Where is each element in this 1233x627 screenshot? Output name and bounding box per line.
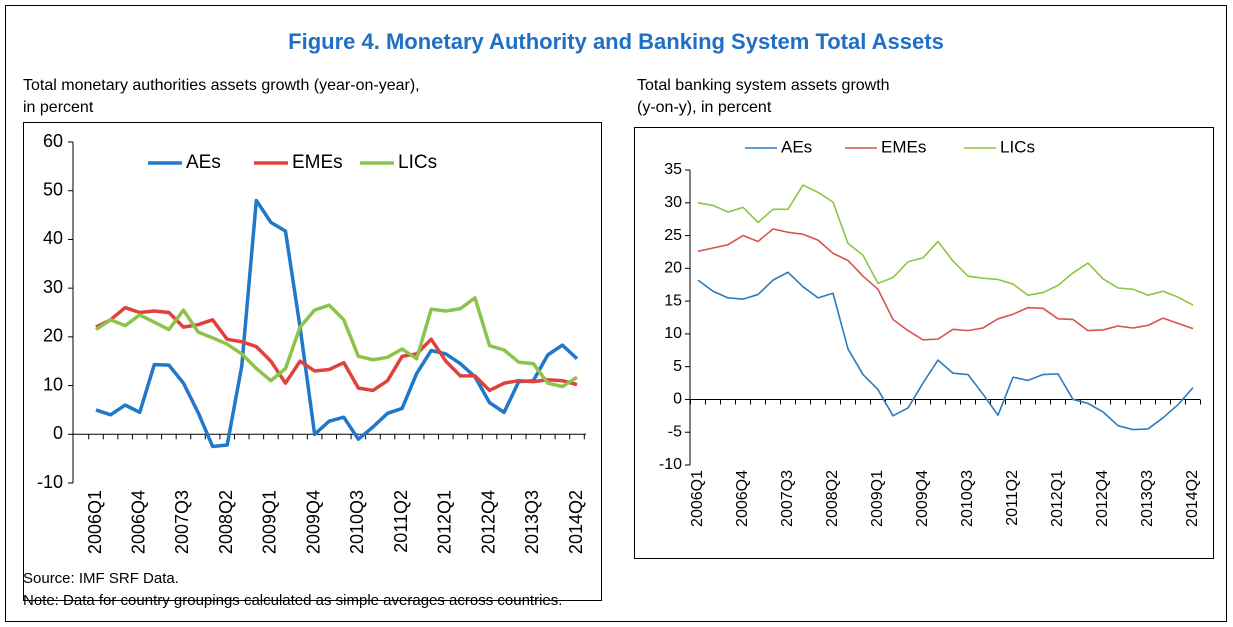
source: Source: IMF SRF Data. xyxy=(23,570,179,587)
x-tick-label: 2007Q3 xyxy=(779,470,796,527)
y-tick-label: 25 xyxy=(664,227,682,244)
y-tick-label: 50 xyxy=(43,179,63,199)
x-tick-label: 2014Q2 xyxy=(1184,470,1201,527)
y-tick-label: -5 xyxy=(668,423,682,440)
chart-title: (y-on-y), in percent xyxy=(637,99,772,116)
x-tick-label: 2012Q1 xyxy=(435,490,455,554)
y-tick-label: 20 xyxy=(664,260,682,277)
x-tick-label: 2006Q4 xyxy=(734,470,751,527)
y-tick-label: 15 xyxy=(664,292,682,309)
y-tick-label: 35 xyxy=(664,161,682,178)
y-tick-label: 0 xyxy=(673,391,682,408)
x-tick-label: 2009Q1 xyxy=(260,490,280,554)
figure-frame xyxy=(5,5,1227,622)
x-tick-label: 2007Q3 xyxy=(172,490,192,554)
chart-frame xyxy=(634,127,1214,559)
x-tick-label: 2012Q4 xyxy=(478,490,498,554)
legend-label: EMEs xyxy=(292,152,343,173)
series-line xyxy=(697,228,1194,341)
x-tick-label: 2006Q1 xyxy=(85,490,105,554)
x-tick-label: 2009Q4 xyxy=(303,490,323,554)
y-tick-label: -10 xyxy=(659,456,682,473)
y-tick-label: 5 xyxy=(673,358,682,375)
x-tick-label: 2012Q1 xyxy=(1049,470,1066,527)
series-line xyxy=(95,296,578,389)
y-tick-label: -10 xyxy=(37,472,63,492)
legend-label: AEs xyxy=(186,152,221,173)
x-tick-label: 2013Q3 xyxy=(1139,470,1156,527)
x-tick-label: 2009Q4 xyxy=(914,470,931,527)
chart-frame xyxy=(23,122,602,601)
series-line xyxy=(697,184,1194,306)
x-tick-label: 2014Q2 xyxy=(566,490,586,554)
x-tick-label: 2010Q3 xyxy=(347,490,367,554)
x-tick-label: 2012Q4 xyxy=(1094,470,1111,527)
x-tick-label: 2008Q2 xyxy=(216,490,236,554)
series-line xyxy=(95,198,579,449)
x-tick-label: 2013Q3 xyxy=(522,490,542,554)
chart-title: Total monetary authorities assets growth… xyxy=(23,77,420,94)
x-tick-label: 2010Q3 xyxy=(959,470,976,527)
legend-label: AEs xyxy=(781,137,812,156)
y-tick-label: 10 xyxy=(664,325,682,342)
x-tick-label: 2008Q2 xyxy=(824,470,841,527)
x-tick-label: 2006Q1 xyxy=(689,470,706,527)
legend-label: LICs xyxy=(398,152,437,173)
y-tick-label: 30 xyxy=(664,194,682,211)
series-line xyxy=(697,271,1194,431)
y-tick-label: 20 xyxy=(43,326,63,346)
note: Note: Data for country groupings calcula… xyxy=(23,592,562,609)
x-tick-label: 2011Q2 xyxy=(391,490,411,553)
x-tick-label: 2006Q4 xyxy=(128,490,148,554)
chart-title: in percent xyxy=(23,99,94,116)
figure-title: Figure 4. Monetary Authority and Banking… xyxy=(288,29,944,54)
legend-label: EMEs xyxy=(881,137,926,156)
y-tick-label: 60 xyxy=(43,131,63,151)
x-tick-label: 2011Q2 xyxy=(1004,470,1021,526)
y-tick-label: 30 xyxy=(43,277,63,297)
y-tick-label: 40 xyxy=(43,228,63,248)
chart-title: Total banking system assets growth xyxy=(637,77,890,94)
x-tick-label: 2009Q1 xyxy=(869,470,886,527)
legend-label: LICs xyxy=(1000,137,1035,156)
y-tick-label: 0 xyxy=(53,423,63,443)
y-tick-label: 10 xyxy=(43,374,63,394)
